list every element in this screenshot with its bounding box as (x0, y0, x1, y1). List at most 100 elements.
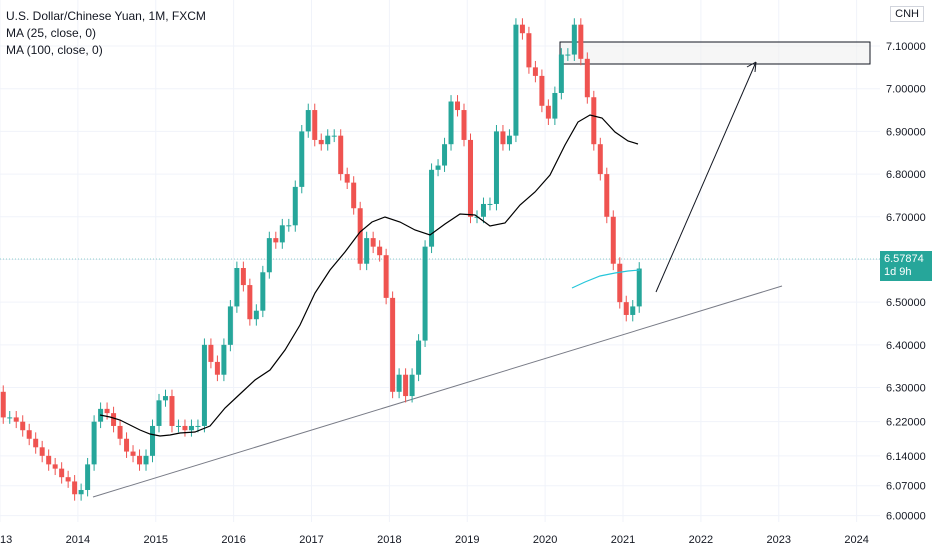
candle-body (0, 391, 6, 418)
candle-body (455, 101, 461, 111)
candle-body (377, 246, 383, 256)
candle-body (552, 92, 558, 119)
candle-body (104, 408, 110, 414)
candle-body (266, 238, 272, 273)
candle-body (364, 238, 370, 264)
candle (623, 295, 629, 322)
candle-body (59, 468, 65, 478)
candle (545, 99, 551, 125)
candle-body (162, 396, 168, 401)
candle-body (500, 131, 506, 145)
candle (519, 18, 525, 40)
x-tick-label: 2015 (144, 534, 168, 546)
candle-body (565, 54, 571, 56)
candle-body (292, 186, 298, 226)
candle (137, 449, 143, 471)
candle-body (571, 24, 577, 55)
ma100-legend[interactable]: MA (100, close, 0) (6, 43, 103, 57)
candle (325, 129, 331, 151)
target-zone-box[interactable] (559, 41, 871, 65)
candle (156, 393, 162, 433)
candle-body (370, 238, 376, 247)
ma25-legend[interactable]: MA (25, close, 0) (6, 26, 97, 40)
candle (188, 419, 194, 437)
candle (20, 415, 26, 437)
candle (111, 406, 117, 433)
candle (227, 300, 233, 352)
candle-body (208, 344, 214, 362)
x-axis: 2013 2014 2015 2016 2017 2018 2019 2020 2021 2022… (0, 534, 869, 546)
candle-body (33, 438, 39, 448)
candle-body (65, 477, 71, 482)
candle (150, 419, 156, 463)
candle (130, 445, 136, 463)
candle (175, 419, 181, 433)
candle-body (130, 451, 136, 456)
candle (292, 180, 298, 232)
drawing-annotations[interactable] (92, 41, 871, 498)
candle-body (617, 263, 623, 303)
y-tick-label: 6.90000 (886, 126, 926, 138)
support-trendline[interactable] (92, 285, 783, 498)
candle (422, 240, 428, 347)
candle (493, 124, 499, 211)
candle (532, 60, 538, 83)
candle (455, 95, 461, 117)
candle (377, 240, 383, 262)
candle-body (390, 297, 396, 392)
candle-body (591, 97, 597, 145)
candle-body (305, 110, 311, 132)
candle (318, 133, 324, 151)
candle-body (526, 33, 532, 68)
candle-body (72, 481, 78, 495)
grid-lines (0, 0, 880, 522)
candle-body (513, 24, 519, 136)
symbol-title[interactable]: U.S. Dollar/Chinese Yuan, 1M, FXCM (6, 9, 206, 23)
y-tick-label: 6.30000 (886, 383, 926, 395)
candle-body (85, 464, 91, 490)
y-tick-label: 6.50000 (886, 297, 926, 309)
candle (240, 261, 246, 292)
candle (286, 218, 292, 232)
y-tick-label: 6.22000 (886, 417, 926, 429)
candle (253, 304, 259, 326)
candle (461, 103, 467, 147)
candle (143, 449, 149, 471)
candle (442, 137, 448, 172)
projection-arrow[interactable] (655, 61, 757, 293)
candle-body (519, 24, 525, 34)
candle (162, 389, 168, 407)
candle-body (403, 374, 409, 397)
candle-body (91, 421, 97, 465)
x-tick-label: 2017 (299, 534, 323, 546)
candle (584, 52, 590, 104)
candle-body (227, 306, 233, 345)
y-tick-label: 6.07000 (886, 481, 926, 493)
candle-series (0, 18, 642, 501)
candle-body (357, 208, 363, 264)
candle (46, 449, 52, 471)
candle-body (506, 135, 512, 145)
candle (338, 129, 344, 181)
candle-body (175, 425, 181, 427)
candle-body (150, 425, 156, 456)
candle (409, 368, 415, 403)
candle (526, 26, 532, 74)
candle-body (286, 225, 292, 227)
candle (266, 231, 272, 279)
candle (117, 419, 123, 446)
candle (169, 389, 175, 433)
ma100-line (571, 269, 641, 289)
candle-body (221, 344, 227, 375)
y-tick-label: 6.40000 (886, 340, 926, 352)
currency-badge[interactable]: CNH (890, 6, 924, 22)
x-tick-label: 2014 (66, 534, 90, 546)
y-tick-label: 6.80000 (886, 169, 926, 181)
candle-body (188, 425, 194, 431)
candle-body (338, 135, 344, 175)
candle (480, 197, 486, 224)
candle-body (169, 396, 175, 426)
candle-body (604, 174, 610, 217)
candle-body (240, 268, 246, 286)
